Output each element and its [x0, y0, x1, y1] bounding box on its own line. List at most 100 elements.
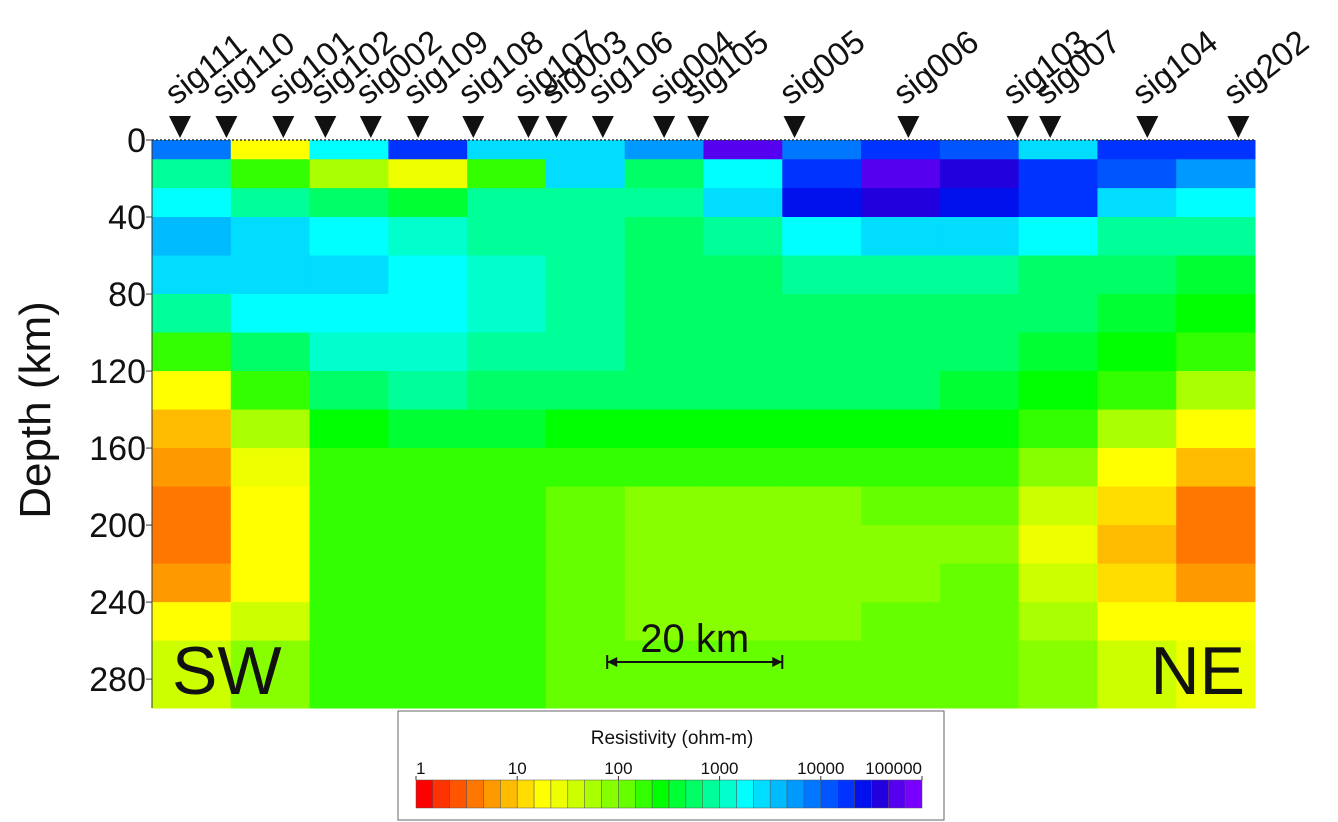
- resistivity-cell: [467, 448, 547, 488]
- resistivity-cell: [388, 159, 468, 189]
- resistivity-cell: [1097, 525, 1177, 565]
- y-tick-label: 200: [89, 507, 146, 545]
- colorbar-cell: [854, 779, 872, 809]
- resistivity-cell: [1176, 294, 1256, 334]
- resistivity-cell: [467, 486, 547, 526]
- resistivity-cell: [1097, 409, 1177, 449]
- resistivity-cell: [939, 371, 1020, 411]
- resistivity-cell: [152, 294, 232, 334]
- colorbar-tick-label: 100: [604, 759, 632, 778]
- resistivity-cell: [703, 602, 783, 642]
- resistivity-cell: [545, 140, 626, 160]
- resistivity-cell: [467, 525, 547, 565]
- resistivity-cell: [861, 159, 941, 189]
- resistivity-cell: [152, 188, 232, 218]
- resistivity-cell: [545, 602, 626, 642]
- resistivity-cell: [703, 255, 783, 295]
- resistivity-cell: [939, 140, 1020, 160]
- resistivity-cell: [1018, 486, 1098, 526]
- resistivity-cell: [545, 332, 626, 372]
- resistivity-cell: [230, 448, 311, 488]
- resistivity-cell: [309, 563, 389, 603]
- resistivity-cell: [152, 217, 232, 257]
- resistivity-cell: [861, 602, 941, 642]
- resistivity-cell: [309, 255, 389, 295]
- resistivity-cell: [624, 448, 704, 488]
- resistivity-cell: [624, 294, 704, 334]
- resistivity-cell: [1176, 332, 1256, 372]
- resistivity-cell: [388, 448, 468, 488]
- resistivity-cell: [1018, 640, 1098, 709]
- resistivity-cell: [861, 371, 941, 411]
- resistivity-cell: [861, 188, 941, 218]
- resistivity-cell: [1018, 140, 1098, 160]
- station-marker: [462, 116, 485, 138]
- resistivity-cell: [230, 140, 311, 160]
- resistivity-cell: [782, 563, 862, 603]
- resistivity-cell: [545, 409, 626, 449]
- colorbar-cell: [516, 779, 535, 809]
- resistivity-cell: [1018, 217, 1098, 257]
- resistivity-cell: [861, 525, 941, 565]
- resistivity-cell: [230, 217, 311, 257]
- resistivity-cell: [1018, 332, 1098, 372]
- resistivity-cell: [861, 640, 941, 709]
- resistivity-cell: [1097, 294, 1177, 334]
- resistivity-cell: [388, 332, 468, 372]
- resistivity-cell: [861, 255, 941, 295]
- resistivity-cell: [624, 255, 704, 295]
- resistivity-cell: [467, 332, 547, 372]
- resistivity-cell: [1097, 448, 1177, 488]
- resistivity-cell: [1018, 448, 1098, 488]
- resistivity-cell: [861, 448, 941, 488]
- resistivity-cell: [1018, 525, 1098, 565]
- resistivity-cell: [545, 159, 626, 189]
- resistivity-cell: [703, 294, 783, 334]
- resistivity-cell: [624, 159, 704, 189]
- station-marker: [517, 116, 540, 138]
- resistivity-cell: [152, 525, 232, 565]
- resistivity-cell: [230, 409, 311, 449]
- resistivity-cell: [230, 486, 311, 526]
- station-marker: [1006, 116, 1029, 138]
- resistivity-cell: [782, 409, 862, 449]
- resistivity-cell: [152, 409, 232, 449]
- resistivity-cell: [1018, 563, 1098, 603]
- resistivity-cell: [1097, 217, 1177, 257]
- resistivity-cell: [1018, 371, 1098, 411]
- station-label: sig202: [1216, 22, 1315, 111]
- y-tick-label: 280: [89, 661, 146, 699]
- section-grid: [152, 140, 1256, 709]
- resistivity-cell: [388, 409, 468, 449]
- resistivity-cell: [703, 409, 783, 449]
- resistivity-cell: [624, 525, 704, 565]
- resistivity-cell: [309, 371, 389, 411]
- colorbar-cell: [888, 779, 906, 809]
- resistivity-cell: [309, 217, 389, 257]
- resistivity-cell: [230, 159, 311, 189]
- resistivity-cell: [624, 332, 704, 372]
- resistivity-cell: [703, 486, 783, 526]
- resistivity-cell: [545, 188, 626, 218]
- resistivity-cell: [703, 448, 783, 488]
- resistivity-cell: [230, 371, 311, 411]
- resistivity-cell: [545, 486, 626, 526]
- resistivity-cell: [388, 140, 468, 160]
- colorbar-cell: [820, 779, 838, 809]
- y-tick-label: 160: [89, 430, 146, 468]
- resistivity-cell: [624, 188, 704, 218]
- resistivity-cell: [1176, 188, 1256, 218]
- resistivity-cell: [467, 255, 547, 295]
- resistivity-cell: [467, 409, 547, 449]
- resistivity-cell: [152, 255, 232, 295]
- resistivity-cell: [1176, 448, 1256, 488]
- resistivity-cell: [152, 371, 232, 411]
- resistivity-cell: [467, 159, 547, 189]
- resistivity-cell: [1176, 640, 1256, 709]
- resistivity-cell: [782, 159, 862, 189]
- colorbar-cell: [449, 779, 467, 809]
- resistivity-cell: [388, 217, 468, 257]
- resistivity-cell: [230, 255, 311, 295]
- resistivity-cell: [624, 217, 704, 257]
- resistivity-cell: [703, 188, 783, 218]
